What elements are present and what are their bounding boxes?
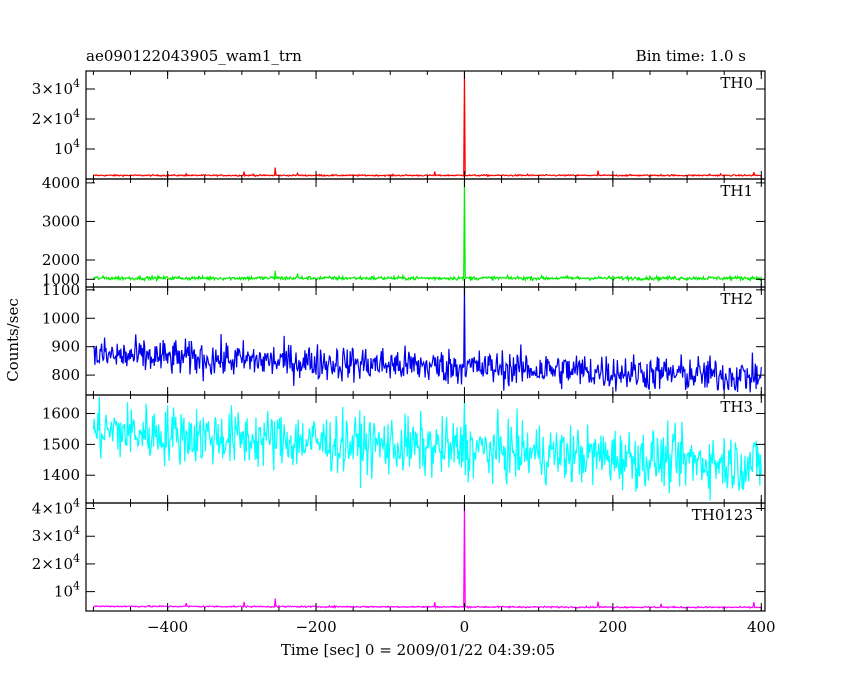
panel-th2: TH2 800 900 1000 1100 (42, 281, 766, 396)
x-tick-label: 400 (747, 618, 776, 636)
panel-th0123: TH0123 104 2×104 3×104 4×104 (32, 497, 766, 612)
chart-title-right: Bin time: 1.0 s (636, 47, 746, 65)
y-tick-label: 1600 (42, 405, 80, 423)
y-tick-label: 2×104 (32, 107, 80, 128)
x-tick-label: 0 (460, 618, 470, 636)
y-axis-label: Counts/sec (4, 298, 22, 382)
y-tick-label: 1500 (42, 435, 80, 453)
panel-label: TH1 (720, 182, 753, 200)
y-tick-label: 1400 (42, 466, 80, 484)
y-tick-label: 104 (54, 137, 80, 158)
panel-frame (85, 502, 766, 612)
y-tick-label: 800 (51, 366, 80, 384)
y-tick-label: 4×104 (32, 497, 80, 518)
panel-th3: TH3 1400 1500 1600 (42, 394, 766, 504)
y-tick-label: 900 (51, 338, 80, 356)
y-tick-label: 2×104 (32, 552, 80, 573)
y-tick-label: 1000 (42, 270, 80, 288)
y-tick-label: 4000 (42, 174, 80, 192)
series-line-th0 (93, 72, 762, 178)
y-tick-label: 3000 (42, 212, 80, 230)
panel-frame (85, 70, 766, 180)
panel-label: TH2 (720, 290, 753, 308)
panels: TH0 104 2×104 3×104 TH1 2000 3000 4000 1000 TH2 80… (32, 70, 766, 612)
y-tick-label: 104 (54, 580, 80, 601)
y-tick-label: 1100 (42, 281, 80, 299)
panel-th1: TH1 2000 3000 4000 1000 (42, 174, 766, 288)
panel-frame (85, 286, 766, 396)
series-line-th3 (92, 396, 762, 501)
series-line-th1 (92, 180, 762, 283)
x-tick-label: −400 (147, 618, 188, 636)
chart-title-left: ae090122043905_wam1_trn (86, 47, 302, 65)
x-axis: −400 −200 0 200 400 (147, 618, 776, 636)
y-tick-label: 3×104 (32, 77, 80, 98)
panel-label: TH0123 (692, 506, 753, 524)
y-tick-label: 3×104 (32, 524, 80, 545)
panel-label: TH0 (720, 74, 753, 92)
series-line-th2 (92, 286, 762, 393)
panel-frame (85, 178, 766, 288)
series-line-th0123 (93, 504, 762, 610)
x-tick-label: 200 (599, 618, 628, 636)
y-tick-label: 1000 (42, 309, 80, 327)
panel-label: TH3 (720, 398, 753, 416)
y-tick-label: 2000 (42, 251, 80, 269)
panel-th0: TH0 104 2×104 3×104 (32, 70, 766, 180)
x-tick-label: −200 (295, 618, 336, 636)
x-axis-label: Time [sec] 0 = 2009/01/22 04:39:05 (281, 641, 555, 659)
